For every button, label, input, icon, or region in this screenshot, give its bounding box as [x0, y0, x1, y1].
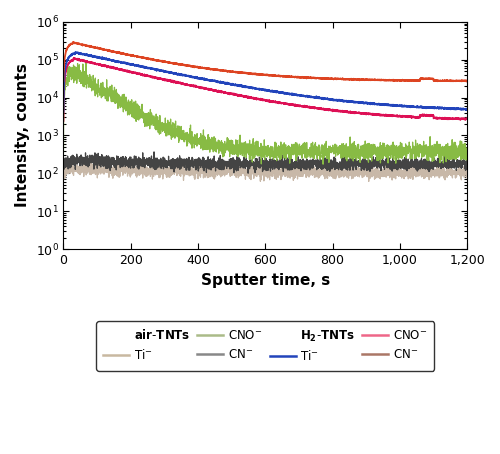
X-axis label: Sputter time, s: Sputter time, s	[200, 272, 330, 287]
Y-axis label: Intensity, counts: Intensity, counts	[15, 64, 30, 207]
Legend: $\mathbf{air\text{-}TNTs}$, Ti$^{-}$, CNO$^{-}$, CN$^{-}$, $\mathbf{H_2\text{-}T: $\mathbf{air\text{-}TNTs}$, Ti$^{-}$, CN…	[96, 321, 434, 370]
